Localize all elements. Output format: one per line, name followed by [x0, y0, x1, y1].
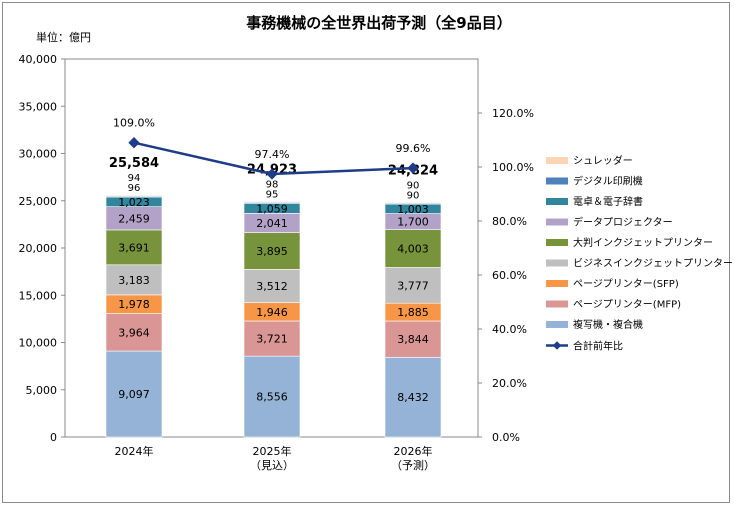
- bar-value-label: 96: [128, 183, 141, 194]
- left-axis-tick-label: 35,000: [19, 100, 58, 113]
- bar-segment: [243, 320, 301, 357]
- legend-label: 合計前年比: [573, 340, 623, 353]
- bar-value-label: 1,059: [256, 202, 288, 215]
- legend-label: 大判インクジェットプリンター: [573, 236, 713, 249]
- right-axis-tick-label: 20.0%: [492, 377, 527, 390]
- bar-segment: [243, 232, 301, 270]
- bar-value-label: 3,721: [256, 333, 288, 346]
- legend-swatch: [546, 259, 568, 267]
- right-axis-tick-label: 100.0%: [492, 161, 534, 174]
- chart-title: 事務機械の全世界出荷予測（全9品目）: [246, 14, 511, 32]
- x-axis-tick-label: 2026年: [394, 444, 433, 458]
- legend-label: デジタル印刷機: [573, 175, 643, 188]
- left-axis-tick-label: 10,000: [19, 337, 58, 350]
- legend-label: ページプリンター(MFP): [573, 299, 681, 311]
- bar-value-label: 1,023: [118, 196, 150, 209]
- bar-value-label: 3,512: [256, 280, 288, 293]
- bar-value-label: 3,895: [256, 245, 288, 258]
- bar-value-label: 98: [266, 179, 279, 190]
- left-axis-tick-label: 30,000: [19, 148, 58, 161]
- line-point: [407, 162, 419, 174]
- legend-label: 電卓＆電子辞書: [573, 195, 643, 208]
- line-value-label: 99.6%: [396, 142, 431, 155]
- legend-swatch: [546, 300, 568, 308]
- legend-label: 複写機・複合機: [573, 318, 643, 331]
- legend-label: データプロジェクター: [573, 216, 673, 229]
- bar-value-label: 8,556: [256, 391, 288, 404]
- legend-swatch: [546, 218, 568, 226]
- bar-value-label: 94: [128, 173, 141, 184]
- bar-value-label: 1,978: [118, 298, 150, 311]
- legend-swatch: [546, 321, 568, 328]
- legend-line-marker: [552, 341, 562, 350]
- bar-value-label: 3,844: [397, 333, 429, 346]
- bar-segment: [384, 320, 442, 358]
- right-axis-tick-label: 60.0%: [492, 269, 527, 282]
- bar-segment: [243, 355, 301, 438]
- bar-value-label: 3,183: [118, 274, 150, 287]
- bar-value-label: 1,003: [397, 203, 429, 216]
- bar-value-label: 1,700: [397, 216, 429, 229]
- bar-segment: [384, 202, 442, 204]
- bar-segment: [105, 350, 163, 438]
- left-axis-tick-label: 40,000: [19, 53, 58, 66]
- bar-value-label: 4,003: [397, 243, 429, 256]
- bar-value-label: 2,041: [256, 217, 288, 230]
- bar-segment: [243, 201, 301, 203]
- left-axis-tick-label: 0: [50, 431, 57, 444]
- bar-segment: [105, 264, 163, 296]
- unit-label: 単位：億円: [36, 30, 91, 44]
- legend-swatch: [546, 157, 568, 164]
- right-axis-tick-label: 40.0%: [492, 323, 527, 336]
- bar-value-label: 90: [407, 190, 420, 201]
- legend-swatch: [546, 177, 568, 185]
- bar-value-label: 8,432: [397, 391, 429, 404]
- x-axis-tick-label: 2025年: [253, 444, 292, 458]
- legend-swatch: [546, 239, 568, 246]
- bar-segment: [243, 269, 301, 303]
- x-axis-tick-label: 2024年: [115, 444, 154, 458]
- right-axis-tick-label: 120.0%: [492, 107, 534, 120]
- bar-value-label: 2,459: [118, 212, 150, 225]
- x-axis-tick-label: （予測）: [391, 458, 435, 472]
- bar-value-label: 1,946: [256, 306, 288, 319]
- bar-segment: [105, 229, 163, 266]
- bar-value-label: 90: [407, 180, 420, 191]
- bar-value-label: 1,885: [397, 306, 429, 319]
- bar-segment: [384, 357, 442, 438]
- right-axis-tick-label: 80.0%: [492, 215, 527, 228]
- bar-value-label: 3,691: [118, 241, 150, 254]
- legend-swatch: [546, 198, 568, 205]
- left-axis-tick-label: 20,000: [19, 242, 58, 255]
- legend-label: ページプリンター(SFP): [573, 278, 679, 290]
- bar-total-label: 25,584: [109, 156, 159, 171]
- bar-value-label: 3,777: [397, 279, 429, 292]
- left-axis-tick-label: 15,000: [19, 289, 58, 302]
- line-point: [266, 168, 278, 180]
- x-axis-tick-label: （見込）: [250, 459, 294, 472]
- right-axis-tick-label: 0.0%: [492, 431, 520, 444]
- left-axis-tick-label: 5,000: [26, 384, 58, 397]
- bar-value-label: 9,097: [118, 388, 150, 401]
- line-value-label: 97.4%: [255, 148, 290, 161]
- bar-value-label: 3,964: [118, 326, 150, 339]
- legend-label: シュレッダー: [573, 154, 633, 167]
- bar-segment: [384, 267, 442, 304]
- line-point: [128, 137, 140, 149]
- left-axis-tick-label: 25,000: [19, 195, 58, 208]
- bar-segment: [105, 194, 163, 197]
- bar-value-label: 95: [266, 189, 279, 200]
- line-value-label: 109.0%: [113, 117, 155, 130]
- bar-segment: [105, 313, 163, 352]
- legend-swatch: [546, 280, 568, 287]
- legend-label: ビジネスインクジェットプリンター: [573, 258, 733, 270]
